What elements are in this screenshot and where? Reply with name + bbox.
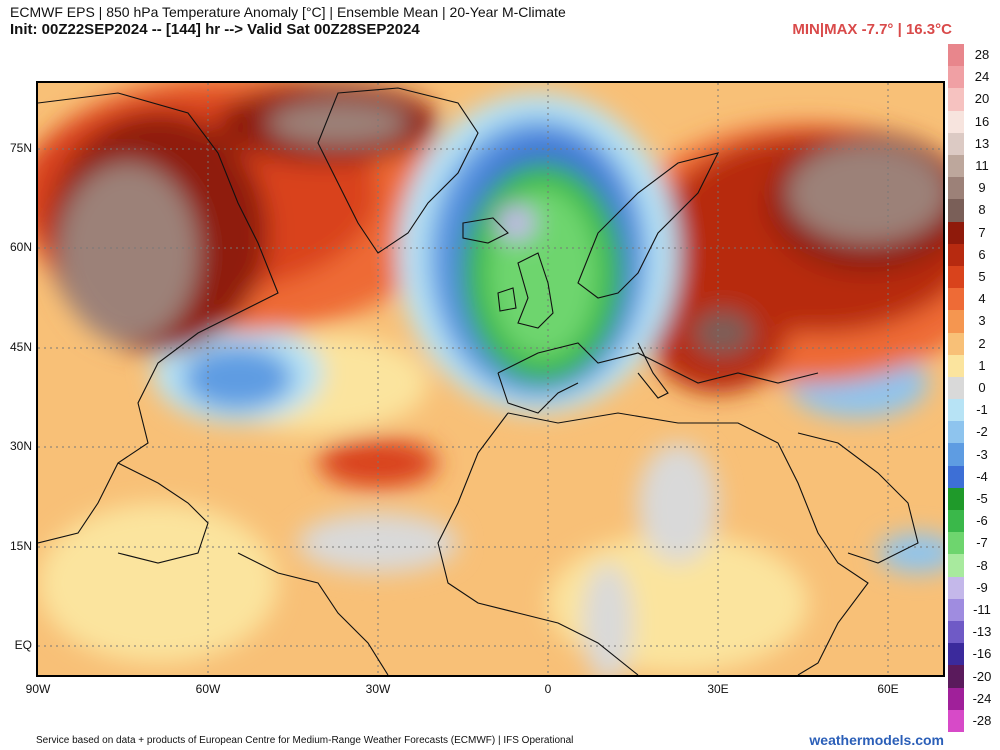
colorbar-label: -1	[976, 402, 988, 418]
colorbar-segment	[948, 554, 964, 578]
colorbar-label: 1	[978, 357, 986, 373]
colorbar-segment	[948, 154, 964, 178]
colorbar-label: 20	[974, 91, 990, 107]
colorbar-label: -24	[972, 690, 992, 706]
lon-label-60e: 60E	[877, 682, 899, 696]
map-canvas	[38, 83, 943, 675]
colorbar-segment	[948, 310, 964, 333]
colorbar-label: 3	[978, 313, 986, 329]
colorbar-label: -4	[976, 468, 988, 484]
footer-credit: Service based on data + products of Euro…	[36, 735, 574, 746]
colorbar-label: -6	[976, 513, 988, 529]
colorbar-label: 28	[974, 47, 990, 63]
colorbar-segment	[948, 665, 964, 689]
colorbar-segment	[948, 44, 964, 67]
colorbar-segment	[948, 199, 964, 223]
colorbar-label: -2	[976, 424, 988, 440]
colorbar-label: -5	[976, 490, 988, 506]
colorbar-label: 4	[978, 291, 986, 307]
lon-label-30e: 30E	[707, 682, 729, 696]
lon-label-90w: 90W	[25, 682, 51, 696]
colorbar-segment	[948, 443, 964, 467]
colorbar-segment	[948, 598, 964, 622]
lat-label-75n: 75N	[9, 141, 32, 155]
colorbar-label: -28	[972, 712, 992, 728]
lat-label-60n: 60N	[9, 240, 32, 254]
colorbar-label: 5	[978, 269, 986, 285]
colorbar	[948, 44, 964, 733]
colorbar-label: -3	[976, 446, 988, 462]
anomaly-map	[36, 81, 945, 677]
colorbar-segment	[948, 376, 964, 400]
colorbar-segment	[948, 66, 964, 89]
colorbar-segment	[948, 421, 964, 444]
lat-label-15n: 15N	[9, 539, 32, 553]
colorbar-segment	[948, 354, 964, 378]
colorbar-label: 11	[975, 158, 989, 174]
colorbar-label: 24	[974, 69, 990, 85]
lon-label-60w: 60W	[195, 682, 221, 696]
colorbar-label: -20	[972, 668, 992, 684]
lon-label-30w: 30W	[365, 682, 391, 696]
lat-label-30n: 30N	[9, 439, 32, 453]
min-max-readout: MIN|MAX -7.7° | 16.3°C	[792, 21, 952, 38]
colorbar-label: 0	[978, 380, 986, 395]
colorbar-segment	[948, 510, 964, 533]
colorbar-label: 13	[974, 135, 990, 151]
colorbar-segment	[948, 177, 964, 200]
colorbar-label: 8	[978, 202, 986, 218]
colorbar-segment	[948, 288, 964, 311]
colorbar-label: -13	[972, 624, 992, 640]
colorbar-label: -7	[976, 535, 988, 551]
colorbar-segment	[948, 576, 964, 600]
lat-label-eq: EQ	[14, 638, 32, 652]
colorbar-segment	[948, 621, 964, 644]
colorbar-segment	[948, 687, 964, 711]
colorbar-label: 7	[978, 224, 986, 240]
colorbar-label: 6	[978, 246, 986, 262]
colorbar-label: 16	[974, 113, 990, 129]
colorbar-label: -16	[972, 646, 992, 662]
colorbar-segment	[948, 465, 964, 489]
colorbar-label: -11	[973, 601, 991, 617]
colorbar-segment	[948, 643, 964, 666]
lon-label-0: 0	[544, 682, 552, 696]
anomaly-field	[38, 83, 943, 675]
colorbar-label: -8	[976, 557, 988, 573]
footer-site-link[interactable]: weathermodels.com	[809, 732, 944, 748]
chart-title: ECMWF EPS | 850 hPa Temperature Anomaly …	[10, 4, 566, 20]
init-valid-time: Init: 00Z22SEP2024 -- [144] hr --> Valid…	[10, 21, 420, 38]
colorbar-segment	[948, 132, 964, 156]
colorbar-segment	[948, 487, 964, 511]
colorbar-label: -9	[976, 579, 988, 595]
lat-lon-grid	[38, 83, 943, 675]
lat-label-45n: 45N	[9, 340, 32, 354]
colorbar-segment	[948, 709, 964, 733]
colorbar-segment	[948, 399, 964, 422]
colorbar-segment	[948, 88, 964, 112]
colorbar-segment	[948, 110, 964, 134]
colorbar-segment	[948, 265, 964, 289]
colorbar-label: 9	[978, 180, 986, 196]
colorbar-segment	[948, 332, 964, 356]
colorbar-segment	[948, 243, 964, 267]
colorbar-label: 2	[978, 335, 986, 351]
colorbar-segment	[948, 532, 964, 555]
colorbar-segment	[948, 221, 964, 245]
coastlines	[38, 87, 919, 675]
